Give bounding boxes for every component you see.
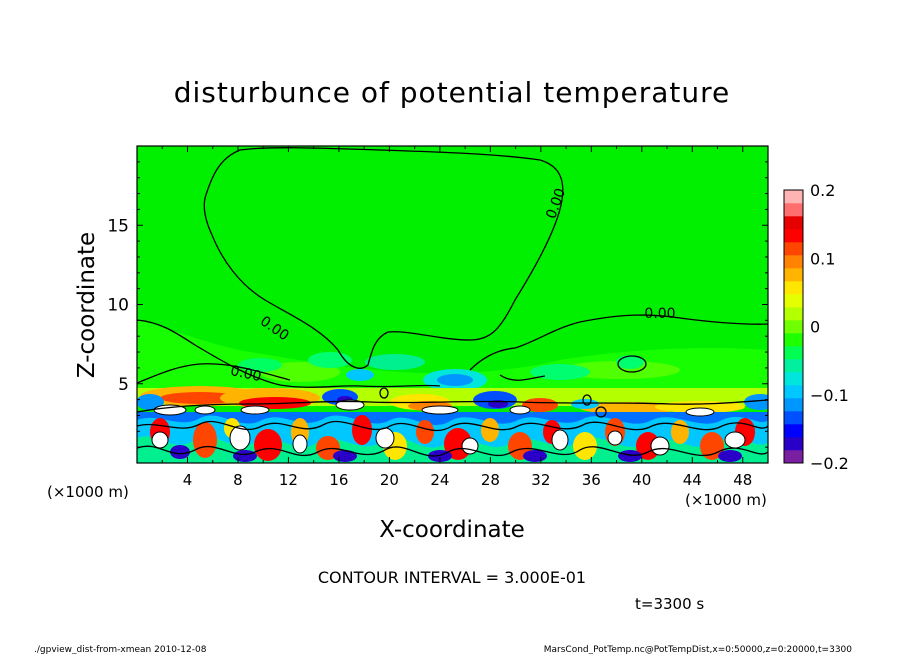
- footer-right: MarsCond_PotTemp.nc@PotTempDist,x=0:5000…: [544, 645, 853, 654]
- y-tick-labels: 5 10 15: [107, 216, 129, 395]
- colorbar-swatch: [784, 294, 803, 308]
- colorbar-swatch: [784, 437, 803, 451]
- x-tick-label: 40: [632, 471, 651, 489]
- colorbar-swatch: [784, 333, 803, 347]
- colorbar-swatch: [784, 359, 803, 373]
- x-axis-ticks: [161, 146, 744, 463]
- colorbar-tick-labels: 0.2 0.1 0 −0.1 −0.2: [810, 181, 849, 473]
- contour-interval-text: CONTOUR INTERVAL = 3.000E-01: [318, 568, 586, 587]
- time-text: t=3300 s: [635, 595, 704, 613]
- colorbar-swatch: [784, 385, 803, 399]
- contour-label-group: 0.00 0.00 0.00 0.00: [229, 186, 676, 385]
- x-tick-label: 44: [683, 471, 702, 489]
- colorbar-frame: [783, 189, 804, 464]
- x-tick-label: 20: [380, 471, 399, 489]
- colorbar-swatch: [784, 203, 803, 217]
- contour-label: 0.00: [644, 306, 675, 322]
- colorbar-tick-label: −0.2: [810, 454, 849, 473]
- field-band: [137, 386, 768, 414]
- x-tick-label: 48: [733, 471, 752, 489]
- colorbar-swatch: [784, 242, 803, 256]
- colorbar-swatch: [784, 216, 803, 230]
- x-axis-title: X-coordinate: [379, 517, 525, 543]
- colorbar-tick-label: 0: [810, 318, 820, 337]
- colorbar-swatch: [784, 268, 803, 282]
- field-upper: [137, 320, 768, 395]
- x-tick-label: 32: [531, 471, 550, 489]
- x-tick-label: 28: [481, 471, 500, 489]
- colorbar-tick-label: −0.1: [810, 386, 849, 405]
- colorbar-swatch: [784, 398, 803, 412]
- colorbar-swatch: [784, 320, 803, 334]
- x-unit-label: (×1000 m): [685, 491, 767, 509]
- y-tick-label: 15: [107, 216, 129, 236]
- contour-label: 0.00: [229, 363, 263, 385]
- y-tick-label: 5: [118, 375, 129, 395]
- x-tick-label: 8: [233, 471, 243, 489]
- y-axis-ticks: [137, 161, 768, 448]
- footer-left: ./gpview_dist-from-xmean 2010-12-08: [34, 645, 207, 654]
- chart-title: disturbunce of potential temperature: [174, 76, 731, 109]
- x-tick-label: 12: [279, 471, 298, 489]
- x-tick-label: 16: [329, 471, 348, 489]
- colorbar-swatch: [784, 281, 803, 295]
- colorbar-swatch: [784, 190, 803, 204]
- colorbar-swatch: [784, 372, 803, 386]
- colorbar-swatch: [784, 255, 803, 269]
- colorbar-swatch: [784, 424, 803, 438]
- colorbar-tick-label: 0.1: [810, 249, 835, 268]
- colorbar-swatch: [784, 307, 803, 321]
- x-tick-label: 24: [430, 471, 449, 489]
- colorbar-tick-label: 0.2: [810, 181, 835, 200]
- y-unit-label: (×1000 m): [47, 483, 129, 501]
- colorbar-swatch: [784, 229, 803, 243]
- plot-area: 0.00 0.00 0.00 0.00: [137, 146, 768, 463]
- colorbar: [784, 190, 803, 464]
- x-tick-labels: 4 8 12 16 20 24 28 32 36 40 44 48: [183, 471, 753, 489]
- y-axis-title: Z-coordinate: [74, 232, 100, 378]
- contour-lines: [137, 147, 768, 457]
- x-tick-label: 4: [183, 471, 193, 489]
- x-tick-label: 36: [582, 471, 601, 489]
- colorbar-swatch: [784, 450, 803, 464]
- colorbar-swatch: [784, 411, 803, 425]
- colorbar-swatch: [784, 346, 803, 360]
- y-tick-label: 10: [107, 296, 129, 316]
